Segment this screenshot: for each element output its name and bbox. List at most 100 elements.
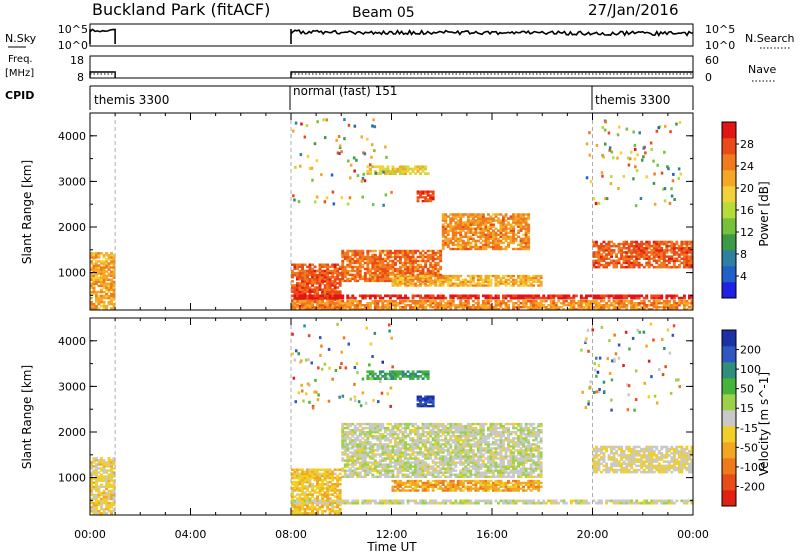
power-cell (363, 275, 367, 279)
power-cell (497, 308, 500, 311)
power-cell (607, 249, 611, 252)
power-cell (522, 300, 526, 303)
power-cell (632, 255, 636, 258)
velocity-cell (100, 499, 103, 503)
power-cell (394, 257, 397, 261)
power-cell (532, 276, 536, 280)
velocity-cell (378, 499, 382, 503)
power-cell (411, 284, 415, 287)
velocity-cell (353, 433, 357, 436)
power-cell (341, 273, 345, 277)
velocity-cell (97, 467, 101, 470)
power-cell (100, 276, 103, 279)
power-cell (484, 274, 488, 278)
velocity-cell (356, 451, 360, 454)
power-cell (605, 255, 608, 258)
velocity-cell (394, 426, 397, 430)
power-cell (384, 167, 387, 171)
power-cell (333, 280, 337, 283)
velocity-cell (107, 491, 111, 495)
power-cell (348, 259, 352, 263)
power-cell (373, 170, 377, 173)
power-cell (384, 277, 387, 281)
power-cell (373, 273, 377, 277)
power-cell (90, 282, 93, 285)
power-cell (617, 304, 621, 307)
power-cell (308, 286, 312, 289)
power-cell (293, 294, 297, 298)
power-cell (426, 294, 430, 298)
power-cell (429, 263, 433, 267)
power-cell (657, 251, 661, 254)
velocity-cell (378, 439, 382, 442)
power-cell (492, 239, 495, 243)
velocity-cell (326, 474, 330, 478)
velocity-cell (401, 443, 405, 446)
power-cell (406, 271, 410, 275)
velocity-cell (373, 443, 377, 446)
power-cell (436, 308, 440, 311)
power-cell (351, 273, 355, 277)
velocity-cell (384, 439, 387, 442)
power-cell (604, 197, 607, 201)
velocity-cell (346, 465, 350, 468)
velocity-cell (404, 437, 407, 440)
velocity-cell (318, 491, 322, 494)
power-cell (527, 274, 531, 278)
power-cell (461, 247, 465, 251)
power-cell (567, 296, 571, 300)
velocity-cell (373, 449, 377, 452)
velocity-cell (105, 479, 108, 482)
velocity-cell (607, 499, 611, 503)
power-cell (429, 249, 433, 253)
power-cell (672, 304, 676, 307)
velocity-cell (512, 501, 515, 505)
velocity-cell (507, 501, 510, 505)
power-cell (630, 296, 634, 300)
power-cell (534, 296, 538, 300)
power-cell (600, 308, 603, 311)
power-cell (424, 284, 428, 287)
power-cell (497, 247, 500, 251)
velocity-cell (296, 503, 299, 507)
power-cell (348, 308, 352, 311)
power-cell (662, 259, 666, 263)
power-cell (426, 276, 430, 280)
power-cell (431, 263, 435, 267)
velocity-cell (351, 499, 355, 503)
power-cell (328, 286, 332, 289)
nsky-strip: N.Sky 10^5 10^0 10^5 10^0 N.Search (5, 23, 795, 52)
power-cell (569, 300, 573, 303)
power-cell (487, 304, 490, 307)
power-cell (507, 294, 510, 298)
power-cell (667, 249, 671, 252)
power-cell (323, 265, 327, 269)
velocity-cell (341, 445, 345, 448)
power-cell (338, 278, 342, 281)
velocity-cell (110, 491, 113, 495)
power-cell (474, 274, 478, 278)
velocity-cell (489, 501, 493, 505)
velocity-cell (303, 472, 307, 476)
power-cell (507, 217, 510, 220)
velocity-cell (301, 497, 304, 500)
velocity-cell (353, 426, 357, 430)
power-cell (358, 306, 362, 309)
velocity-cell (301, 501, 304, 505)
power-cell (595, 242, 598, 246)
power-cell (451, 225, 455, 228)
power-cell (459, 294, 463, 298)
power-cell (454, 237, 458, 240)
velocity-cell (406, 475, 410, 478)
power-cell (461, 282, 465, 285)
power-cell (318, 267, 322, 271)
power-cell (394, 278, 397, 281)
power-cell (499, 213, 503, 216)
velocity-cell (419, 461, 422, 464)
velocity-cell (303, 485, 307, 488)
power-cell (331, 300, 335, 303)
power-cell (569, 302, 573, 305)
power-cell (464, 278, 468, 281)
velocity-cell (291, 512, 294, 515)
velocity-cell (366, 435, 370, 438)
